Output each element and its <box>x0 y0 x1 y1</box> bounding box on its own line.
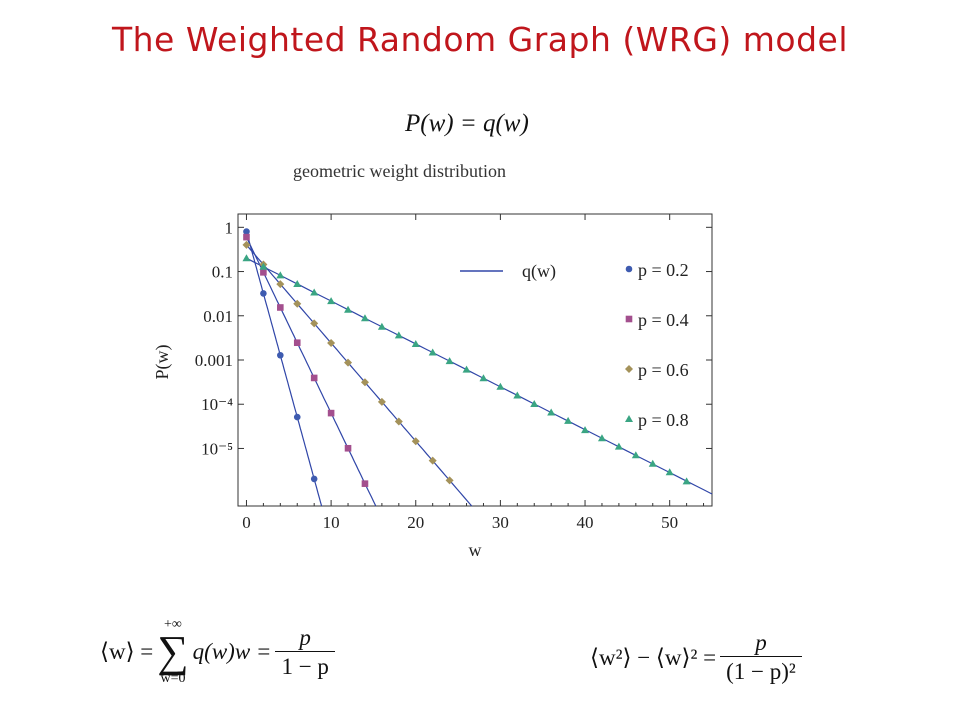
y-tick-label: 10⁻⁵ <box>201 439 233 458</box>
mean-numerator: p <box>299 624 311 650</box>
sum-lower-limit: w=0 <box>160 671 186 686</box>
y-tick-label: 0.01 <box>203 307 233 326</box>
x-tick-label: 50 <box>661 513 678 532</box>
data-point-square <box>293 339 301 347</box>
data-point-circle <box>293 413 301 421</box>
data-point-triangle <box>445 357 454 365</box>
data-point-diamond <box>411 437 420 446</box>
mean-lhs: ⟨w⟩ = <box>100 639 154 664</box>
data-point-triangle <box>631 451 640 459</box>
data-point-triangle <box>513 391 522 399</box>
data-point-diamond <box>394 417 403 426</box>
data-point-triangle <box>648 459 657 467</box>
data-point-diamond <box>310 319 319 328</box>
data-point-square <box>243 233 250 241</box>
data-point-circle <box>625 265 633 273</box>
data-point-circle <box>310 475 318 483</box>
data-point-square <box>361 480 369 487</box>
data-point-triangle <box>597 434 606 442</box>
data-point-diamond <box>625 365 633 373</box>
sigma-symbol: ∑ <box>157 627 189 676</box>
data-point-triangle <box>614 442 623 450</box>
legend-entry-label: p = 0.6 <box>638 360 689 380</box>
mean-denominator: 1 − p <box>275 650 335 680</box>
x-tick-label: 10 <box>323 513 340 532</box>
x-axis-label: w <box>469 540 482 560</box>
data-point-diamond <box>293 299 302 308</box>
data-point-triangle <box>530 400 539 408</box>
data-point-square <box>327 409 335 417</box>
data-point-triangle <box>242 254 251 262</box>
legend-line-label: q(w) <box>522 261 556 282</box>
data-point-square <box>625 315 633 323</box>
data-point-triangle <box>344 305 353 313</box>
data-point-triangle <box>682 477 691 485</box>
summation: +∞ ∑ w=0 <box>157 618 188 686</box>
data-point-triangle <box>394 331 403 339</box>
data-point-square <box>344 444 352 452</box>
legend-entry-label: p = 0.8 <box>638 410 689 430</box>
data-point-triangle <box>428 348 437 356</box>
data-point-triangle <box>360 314 369 322</box>
slide-title: The Weighted Random Graph (WRG) model <box>111 20 849 59</box>
data-point-square <box>277 304 284 311</box>
data-point-circle <box>243 228 250 235</box>
legend-entry-label: p = 0.4 <box>638 310 689 330</box>
data-point-triangle <box>259 262 268 270</box>
data-point-square <box>310 374 318 382</box>
data-point-triangle <box>411 340 420 348</box>
mean-equation: ⟨w⟩ = +∞ ∑ w=0 q(w)w = p 1 − p <box>100 618 339 686</box>
data-point-triangle <box>581 426 590 434</box>
y-tick-label: 10⁻⁴ <box>201 395 233 414</box>
data-point-diamond <box>327 339 336 348</box>
equation-top: P(w) = q(w) <box>405 110 529 137</box>
y-tick-label: 1 <box>225 218 234 237</box>
variance-numerator: p <box>755 630 767 655</box>
x-tick-label: 0 <box>242 513 251 532</box>
y-axis-label: P(w) <box>152 344 173 379</box>
chart-caption: geometric weight distribution <box>293 161 506 181</box>
data-point-square <box>260 269 267 276</box>
data-point-circle <box>277 351 284 359</box>
data-point-triangle <box>310 288 319 296</box>
q-line <box>245 236 377 507</box>
data-point-diamond <box>428 456 437 465</box>
data-point-diamond <box>344 358 353 367</box>
q-line <box>245 231 323 507</box>
data-point-diamond <box>242 240 251 249</box>
variance-equation: ⟨w²⟩ − ⟨w⟩² = p (1 − p)² <box>590 630 806 685</box>
y-tick-label: 0.001 <box>195 351 233 370</box>
data-point-triangle <box>625 415 633 422</box>
data-point-triangle <box>327 297 336 305</box>
data-point-triangle <box>293 279 302 287</box>
data-point-triangle <box>479 374 488 382</box>
x-tick-label: 40 <box>577 513 594 532</box>
data-point-circle <box>260 290 267 297</box>
data-point-triangle <box>276 271 285 279</box>
variance-lhs: ⟨w²⟩ − ⟨w⟩² = <box>590 644 717 670</box>
x-tick-label: 30 <box>492 513 509 532</box>
data-point-triangle <box>377 322 386 330</box>
data-point-diamond <box>360 378 369 387</box>
x-tick-label: 20 <box>407 513 424 532</box>
data-point-diamond <box>276 280 285 289</box>
mean-fraction: p 1 − p <box>275 624 335 680</box>
variance-fraction: p (1 − p)² <box>720 630 802 685</box>
data-point-diamond <box>377 397 386 406</box>
sum-upper-limit: +∞ <box>164 617 182 632</box>
data-point-triangle <box>665 468 674 476</box>
data-point-diamond <box>445 476 454 485</box>
mean-body: q(w)w = <box>192 639 272 664</box>
data-point-triangle <box>462 365 471 373</box>
y-tick-label: 0.1 <box>212 263 233 282</box>
variance-denominator: (1 − p)² <box>720 656 802 685</box>
data-point-triangle <box>496 382 505 390</box>
data-point-triangle <box>547 408 556 416</box>
data-point-triangle <box>564 416 573 424</box>
legend-entry-label: p = 0.2 <box>638 260 689 280</box>
